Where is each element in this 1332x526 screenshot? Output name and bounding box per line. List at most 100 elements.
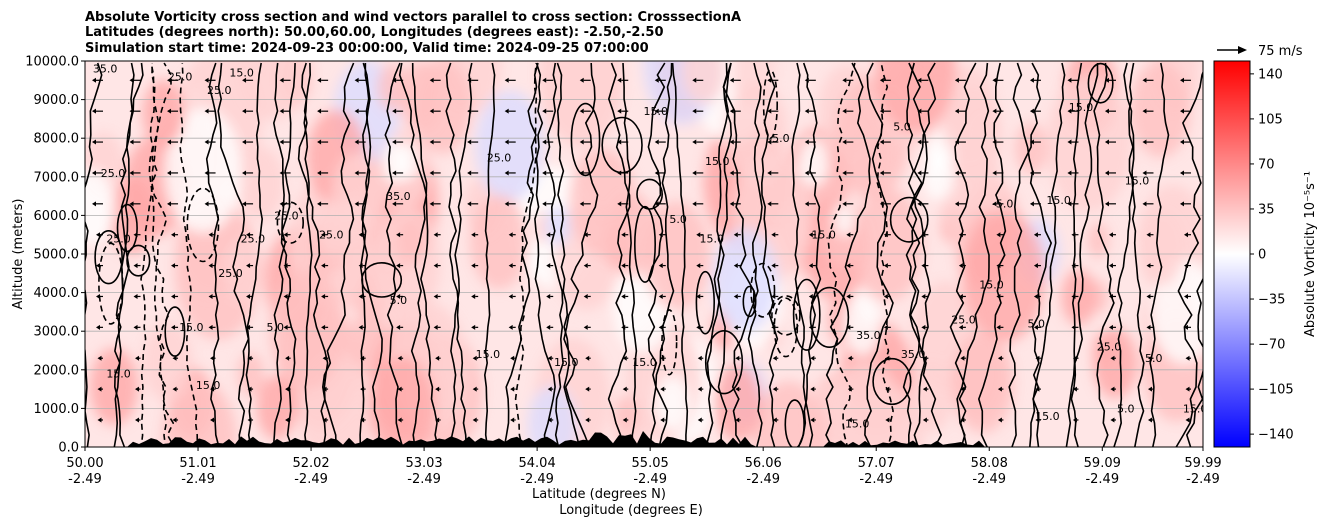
contour-line (384, 62, 404, 447)
vorticity-blob (655, 376, 690, 431)
wind-vector-head (992, 201, 997, 207)
wind-vector-head (397, 417, 402, 423)
wind-vector-head (1142, 201, 1147, 207)
wind-vector-head (804, 108, 809, 114)
vorticity-blob (545, 205, 571, 246)
wind-vector-head (1029, 77, 1034, 83)
contour-label: 25.0 (487, 151, 512, 164)
wind-vector-head (392, 108, 397, 114)
wind-vector-head (1033, 263, 1038, 269)
x-tick-label-longitude: -2.49 (746, 472, 780, 487)
vorticity-blob (830, 361, 902, 447)
wind-vector-head (921, 324, 926, 330)
wind-vector-head (617, 201, 622, 207)
wind-vector-head (992, 139, 997, 145)
wind-vector-head (692, 201, 697, 207)
vorticity-blob (724, 82, 788, 183)
contour-line (876, 62, 894, 447)
vorticity-blob (89, 348, 138, 426)
wind-vector-head (958, 263, 963, 269)
wind-vector-head (997, 355, 1002, 361)
contour-line (85, 62, 103, 447)
contour-line (359, 62, 372, 447)
wind-vector-head (429, 108, 434, 114)
wind-vector-head (696, 324, 701, 330)
wind-vector-head (210, 355, 215, 361)
contour-label: 15.0 (1046, 194, 1071, 207)
wind-vector-head (958, 232, 963, 238)
chart-title-line-2: Latitudes (degrees north): 50.00,60.00, … (85, 25, 664, 40)
wind-vector-head (767, 201, 772, 207)
contour-label: 35.0 (856, 329, 881, 342)
x-tick-label-longitude: -2.49 (181, 472, 215, 487)
wind-vector-head (1142, 108, 1147, 114)
wind-vector-head (167, 77, 172, 83)
contour-label: 25.0 (951, 313, 976, 326)
wind-vector-head (435, 355, 440, 361)
wind-vector-head (285, 386, 290, 392)
wind-vector-head (583, 324, 588, 330)
contour-line (1093, 62, 1115, 447)
contour-line (217, 62, 250, 447)
wind-vector-head (1142, 77, 1147, 83)
wind-vector-head (504, 77, 509, 83)
wind-vector-head (92, 201, 96, 207)
contour-label: 15.0 (811, 229, 836, 242)
wind-vector-head (847, 386, 852, 392)
contour-line (956, 62, 990, 447)
wind-vector-head (1180, 201, 1184, 207)
wind-vector-head (804, 139, 809, 145)
contour-line (514, 62, 538, 447)
wind-vector-head (504, 201, 509, 207)
x-tick-label-longitude: -2.49 (633, 472, 667, 487)
wind-vector-head (654, 77, 659, 83)
contour-label: 25.0 (101, 167, 126, 180)
wind-vector-head (129, 170, 134, 176)
wind-vector-head (1071, 232, 1076, 238)
wind-vector-head (247, 355, 252, 361)
chart-title-line-3: Simulation start time: 2024-09-23 00:00:… (85, 41, 649, 56)
contour-loop (94, 230, 123, 285)
wind-vector-head (285, 417, 290, 423)
wind-vector-head (579, 201, 584, 207)
quiver-key-label: 75 m/s (1258, 44, 1303, 59)
wind-vector-head (1104, 170, 1109, 176)
contour-line (825, 62, 871, 447)
wind-vector-head (1029, 170, 1034, 176)
wind-vector-head (735, 355, 740, 361)
wind-vector-head (129, 108, 134, 114)
contour-line (704, 62, 732, 447)
wind-vector-head (204, 139, 209, 145)
wind-vector-head (696, 232, 701, 238)
contour-label: 15.0 (1035, 410, 1060, 423)
wind-vector-head (1104, 77, 1109, 83)
x-axis-label-longitude: Longitude (degrees E) (559, 503, 703, 518)
vorticity-blob (527, 386, 578, 447)
wind-vector-head (96, 263, 100, 269)
contour-line (483, 62, 496, 447)
contour-loop (276, 201, 304, 244)
wind-vector-head (242, 139, 247, 145)
wind-vector-head (508, 293, 513, 299)
colorbar-tick-label: −35 (1258, 293, 1285, 308)
wind-vector-head (1072, 355, 1077, 361)
wind-vector-head (1104, 201, 1109, 207)
wind-vector-head (508, 324, 513, 330)
wind-vector-head (1108, 232, 1113, 238)
contour-loop (889, 196, 929, 243)
wind-vector-head (772, 386, 777, 392)
wind-vector-head (697, 386, 702, 392)
wind-vector-head (583, 232, 588, 238)
y-tick-label: 2000.0 (34, 363, 80, 378)
wind-vector-head (433, 293, 438, 299)
wind-vector-head (917, 108, 922, 114)
wind-vector-head (879, 170, 884, 176)
contour-line (563, 62, 599, 447)
contour-label: 5.0 (669, 213, 687, 226)
vorticity-blob (908, 361, 954, 433)
wind-vector-head (922, 417, 927, 423)
wind-vector-head (92, 139, 96, 145)
wind-vector-head (354, 139, 359, 145)
wind-vector-head (658, 293, 663, 299)
x-tick-label-latitude: 57.07 (858, 456, 895, 471)
